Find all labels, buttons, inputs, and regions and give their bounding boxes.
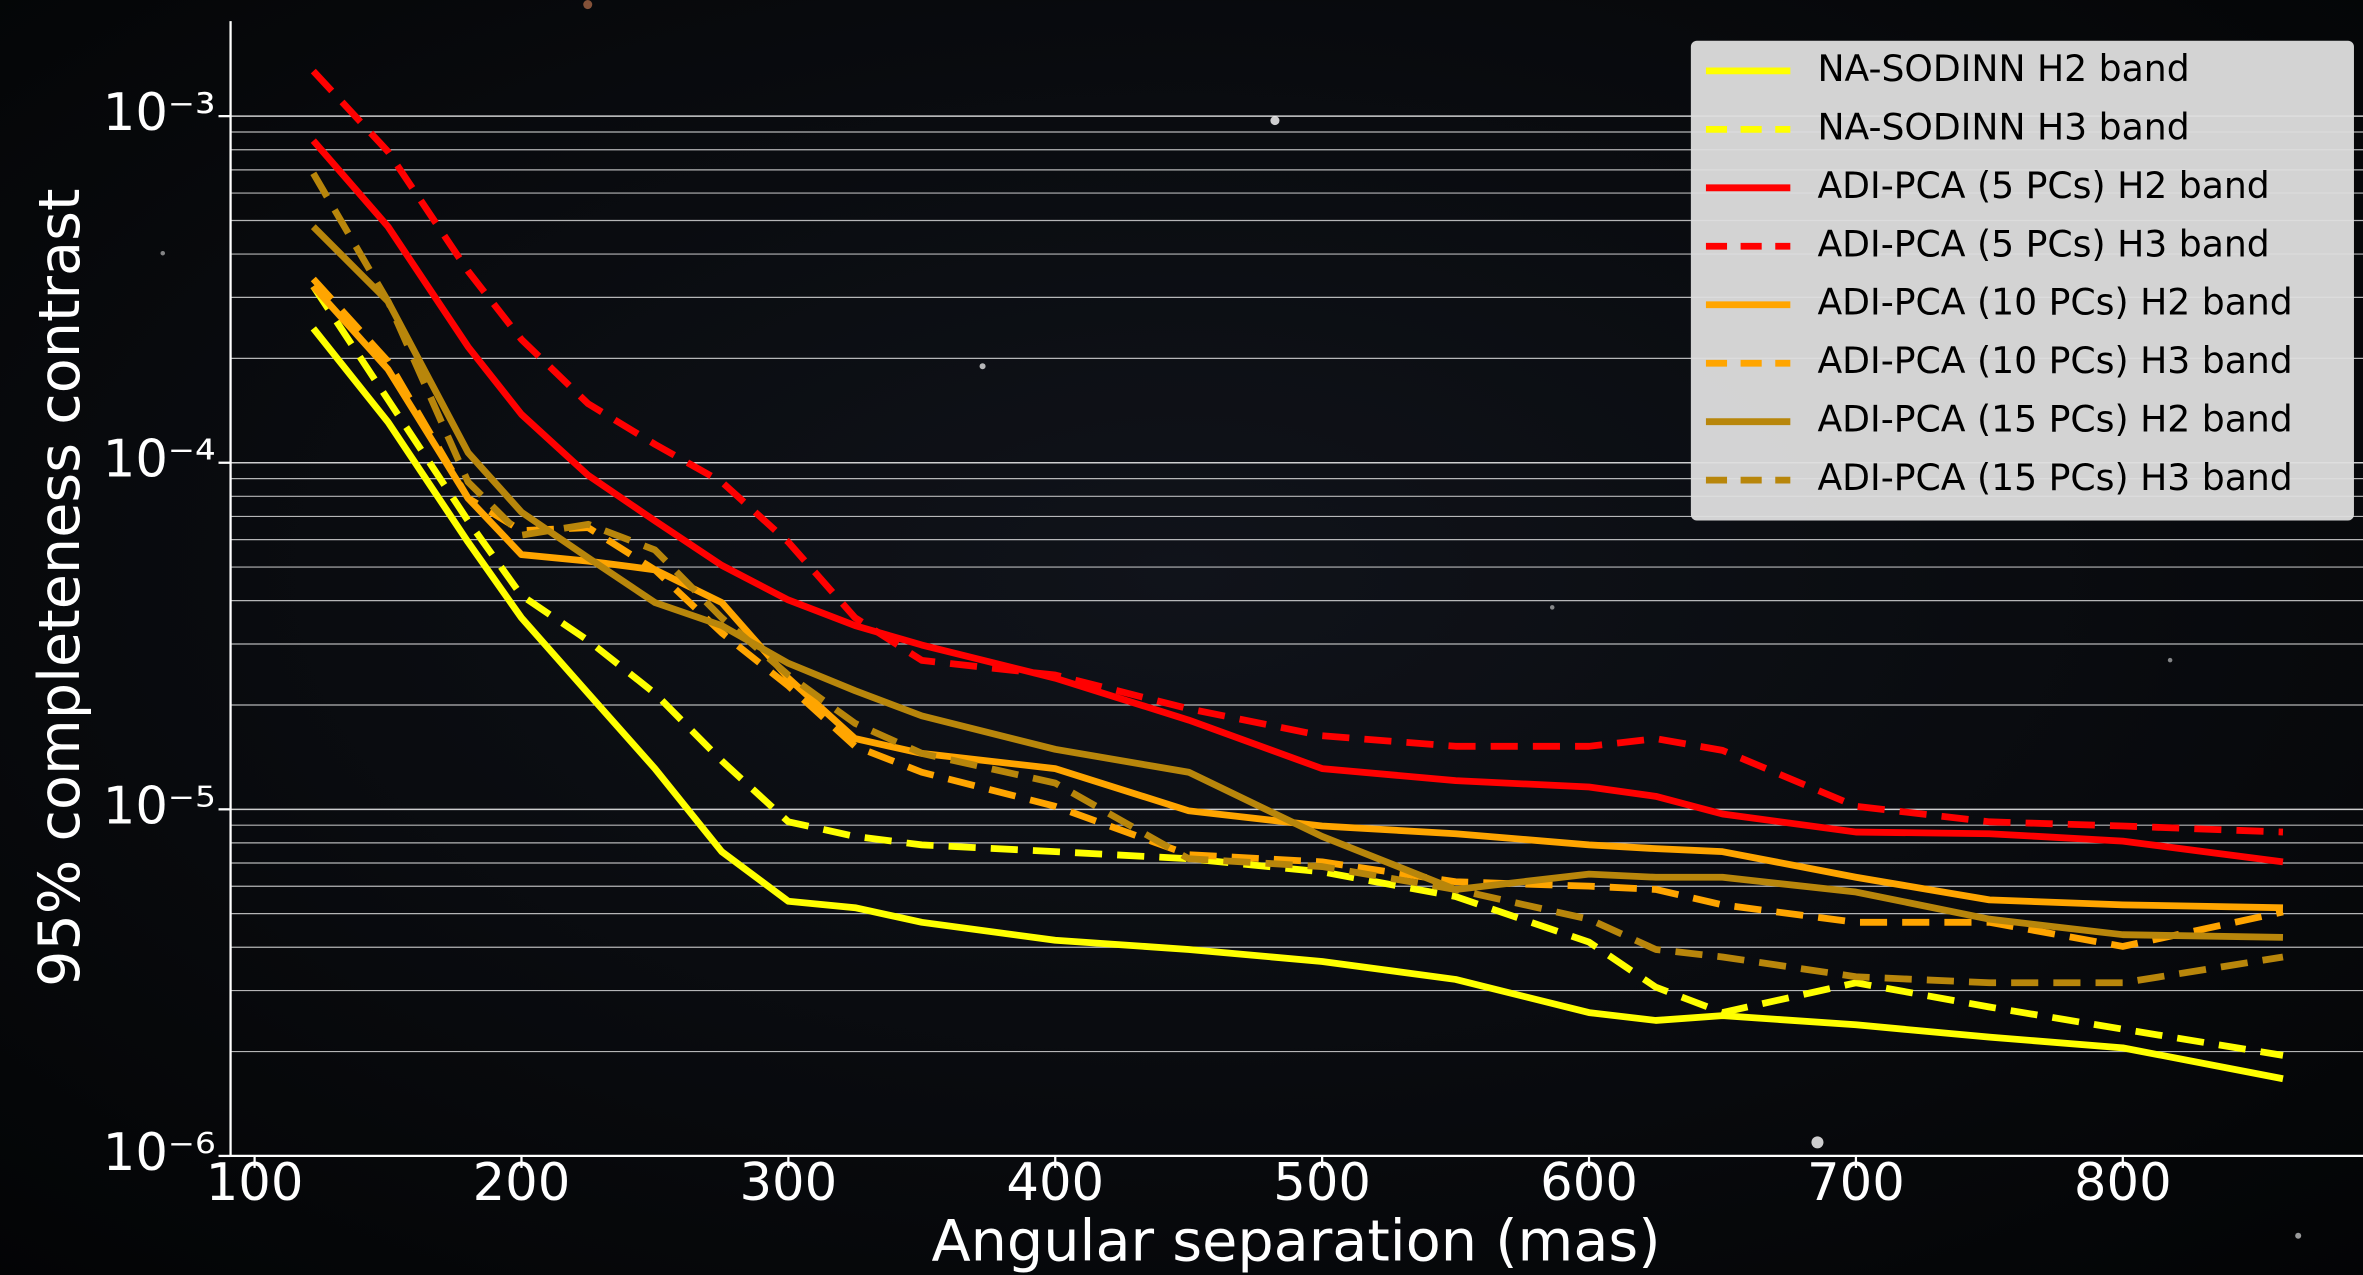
legend-label: NA-SODINN H2 band xyxy=(1817,47,2189,90)
y-tick-label: 10⁻⁶ xyxy=(103,1123,216,1183)
y-axis-label: 95% completeness contrast xyxy=(26,189,93,987)
series-line xyxy=(310,171,2284,987)
legend-label: ADI-PCA (5 PCs) H3 band xyxy=(1817,222,2269,265)
y-tick-label: 10⁻⁴ xyxy=(103,430,216,490)
series-line xyxy=(310,68,2284,836)
legend-label: ADI-PCA (10 PCs) H3 band xyxy=(1817,339,2292,382)
legend-label: ADI-PCA (15 PCs) H2 band xyxy=(1817,398,2292,441)
x-tick-label: 100 xyxy=(206,1153,304,1213)
series-line xyxy=(310,326,2284,1083)
legend-box xyxy=(1690,40,2354,521)
series-line xyxy=(310,224,2284,941)
legend-label: ADI-PCA (5 PCs) H2 band xyxy=(1817,164,2269,207)
x-tick-label: 700 xyxy=(1807,1153,1905,1213)
x-tick-label: 500 xyxy=(1273,1153,1371,1213)
x-tick-label: 300 xyxy=(739,1153,837,1213)
legend-label: ADI-PCA (15 PCs) H3 band xyxy=(1817,456,2292,499)
series-line xyxy=(310,284,2284,1059)
x-axis-label: Angular separation (mas) xyxy=(931,1207,1660,1274)
x-tick-label: 800 xyxy=(2074,1153,2172,1213)
stars xyxy=(160,0,2302,1239)
series-line xyxy=(310,283,2284,912)
x-tick-label: 400 xyxy=(1006,1153,1104,1213)
legend-label: ADI-PCA (10 PCs) H2 band xyxy=(1817,281,2292,324)
y-tick-label: 10⁻³ xyxy=(103,83,216,143)
x-tick-label: 200 xyxy=(473,1153,571,1213)
x-tick-label: 600 xyxy=(1540,1153,1638,1213)
legend-label: NA-SODINN H3 band xyxy=(1817,105,2189,148)
y-tick-label: 10⁻⁵ xyxy=(103,776,216,836)
